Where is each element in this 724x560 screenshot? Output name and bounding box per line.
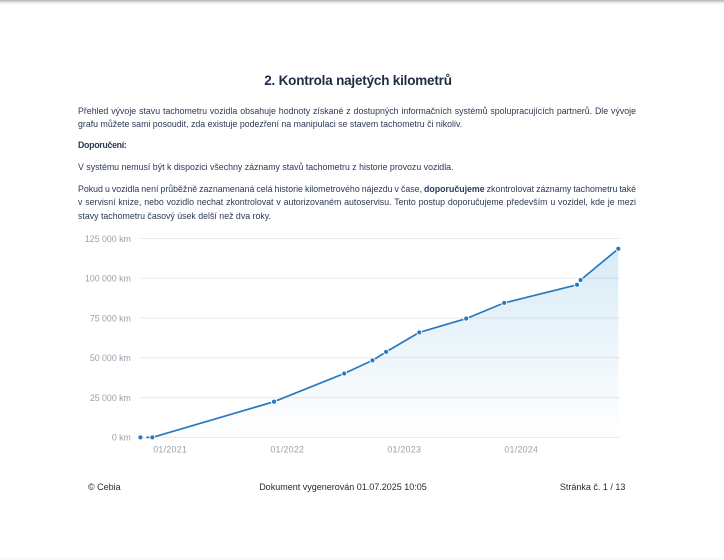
svg-text:75 000 km: 75 000 km [90, 313, 131, 323]
svg-text:0 km: 0 km [112, 433, 131, 443]
svg-text:01/2021: 01/2021 [153, 444, 187, 454]
svg-text:01/2023: 01/2023 [387, 444, 421, 454]
svg-text:01/2022: 01/2022 [270, 444, 304, 454]
svg-text:01/2024: 01/2024 [504, 444, 538, 454]
svg-text:25 000 km: 25 000 km [90, 393, 131, 403]
svg-text:100 000 km: 100 000 km [85, 274, 131, 284]
svg-text:50 000 km: 50 000 km [90, 353, 131, 363]
svg-text:125 000 km: 125 000 km [85, 234, 131, 244]
